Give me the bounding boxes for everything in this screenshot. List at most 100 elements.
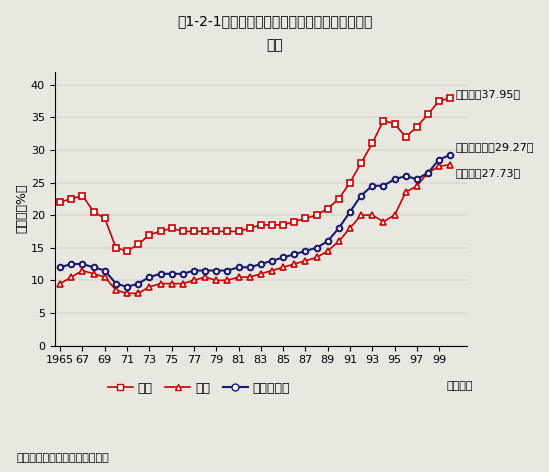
工学 <box>202 274 209 280</box>
工学 <box>213 278 220 283</box>
理工系平均 <box>124 284 130 290</box>
Text: 工学系（27.73）: 工学系（27.73） <box>456 168 521 178</box>
工学 <box>291 261 298 267</box>
理学 <box>413 124 420 130</box>
工学 <box>146 284 153 290</box>
理学 <box>202 228 209 234</box>
工学 <box>124 291 130 296</box>
Line: 理工系平均: 理工系平均 <box>58 152 453 290</box>
理学 <box>169 225 175 231</box>
理工系平均 <box>57 264 64 270</box>
理工系平均 <box>369 183 376 189</box>
理学 <box>324 206 331 211</box>
理学 <box>57 199 64 205</box>
工学 <box>380 219 386 225</box>
理学 <box>180 228 186 234</box>
理工系平均 <box>68 261 75 267</box>
理工系平均 <box>391 177 398 182</box>
理工系平均 <box>302 248 309 254</box>
Text: 第1-2-1図　理工系大学院修士課程への進学率の: 第1-2-1図 理工系大学院修士課程への進学率の <box>177 14 372 28</box>
理学 <box>68 196 75 202</box>
理工系平均 <box>291 252 298 257</box>
理学 <box>447 95 453 101</box>
Text: 理工系平均（29.27）: 理工系平均（29.27） <box>456 142 534 152</box>
工学 <box>335 238 342 244</box>
理学 <box>335 196 342 202</box>
理学 <box>358 160 365 166</box>
理学 <box>113 245 119 251</box>
理学 <box>191 228 197 234</box>
理工系平均 <box>280 255 287 261</box>
理工系平均 <box>191 268 197 273</box>
理学 <box>369 141 376 146</box>
Line: 理学: 理学 <box>58 95 453 254</box>
工学 <box>402 189 409 195</box>
理工系平均 <box>113 281 119 287</box>
理学 <box>346 180 353 185</box>
工学 <box>68 274 75 280</box>
工学 <box>113 287 119 293</box>
理学 <box>124 248 130 254</box>
工学 <box>191 278 197 283</box>
工学 <box>57 281 64 287</box>
工学 <box>280 264 287 270</box>
工学 <box>447 162 453 168</box>
工学 <box>324 248 331 254</box>
理学 <box>436 98 442 104</box>
理工系平均 <box>157 271 164 277</box>
工学 <box>302 258 309 263</box>
理学 <box>91 209 97 215</box>
理工系平均 <box>213 268 220 273</box>
工学 <box>102 274 108 280</box>
理工系平均 <box>324 238 331 244</box>
工学 <box>391 212 398 218</box>
工学 <box>91 271 97 277</box>
理工系平均 <box>224 268 231 273</box>
工学 <box>235 274 242 280</box>
工学 <box>224 278 231 283</box>
工学 <box>135 291 142 296</box>
理工系平均 <box>247 264 253 270</box>
理学 <box>425 111 432 117</box>
理工系平均 <box>180 271 186 277</box>
工学 <box>313 255 320 261</box>
理学 <box>146 232 153 237</box>
理工系平均 <box>313 245 320 251</box>
Legend: 理学, 工学, 理工系平均: 理学, 工学, 理工系平均 <box>103 377 295 399</box>
理学 <box>402 134 409 140</box>
理学 <box>291 219 298 225</box>
理工系平均 <box>413 177 420 182</box>
理工系平均 <box>380 183 386 189</box>
理工系平均 <box>169 271 175 277</box>
理学 <box>224 228 231 234</box>
理工系平均 <box>436 157 442 162</box>
Y-axis label: 進学率（%）: 進学率（%） <box>15 184 28 233</box>
理工系平均 <box>268 258 275 263</box>
理学 <box>102 216 108 221</box>
理学 <box>79 193 86 198</box>
理工系平均 <box>335 225 342 231</box>
工学 <box>346 225 353 231</box>
理学 <box>280 222 287 228</box>
工学 <box>413 183 420 189</box>
Text: 推移: 推移 <box>266 38 283 52</box>
理学 <box>235 228 242 234</box>
理工系平均 <box>447 152 453 158</box>
工学 <box>425 170 432 176</box>
Text: （年度）: （年度） <box>446 381 473 391</box>
工学 <box>180 281 186 287</box>
理工系平均 <box>102 268 108 273</box>
Text: 理学系（37.95）: 理学系（37.95） <box>456 90 521 100</box>
理工系平均 <box>346 209 353 215</box>
工学 <box>436 163 442 169</box>
工学 <box>358 212 365 218</box>
理工系平均 <box>402 173 409 179</box>
工学 <box>257 271 264 277</box>
理学 <box>135 242 142 247</box>
理学 <box>391 121 398 126</box>
理学 <box>157 228 164 234</box>
工学 <box>169 281 175 287</box>
理工系平均 <box>257 261 264 267</box>
理工系平均 <box>235 264 242 270</box>
理工系平均 <box>425 170 432 176</box>
